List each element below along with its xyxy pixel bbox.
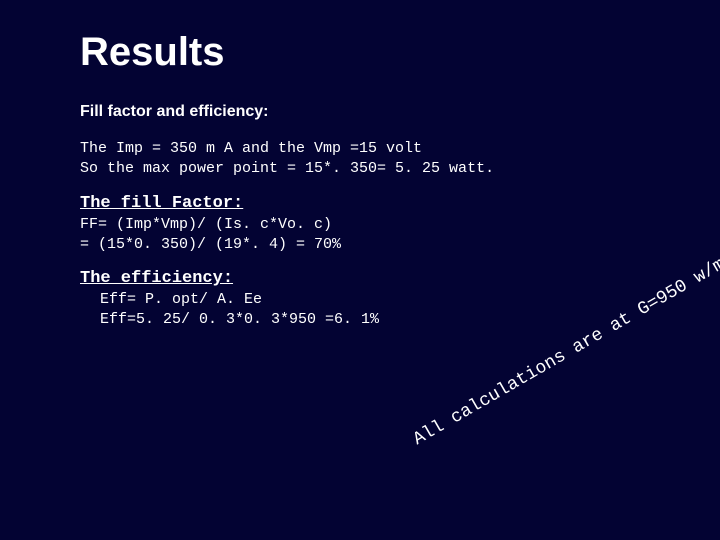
slide: Results Fill factor and efficiency: The … [0,0,720,540]
efficiency-body: Eff= P. opt/ A. Ee Eff=5. 25/ 0. 3*0. 3*… [80,290,660,331]
efficiency-heading: The efficiency: [80,269,660,288]
page-title: Results [80,30,660,75]
imp-vmp-text: The Imp = 350 m A and the Vmp =15 volt S… [80,139,660,180]
subhead-fill-factor-efficiency: Fill factor and efficiency: [80,103,660,121]
fill-factor-heading: The fill Factor: [80,194,660,213]
fill-factor-body: FF= (Imp*Vmp)/ (Is. c*Vo. c) = (15*0. 35… [80,215,660,256]
